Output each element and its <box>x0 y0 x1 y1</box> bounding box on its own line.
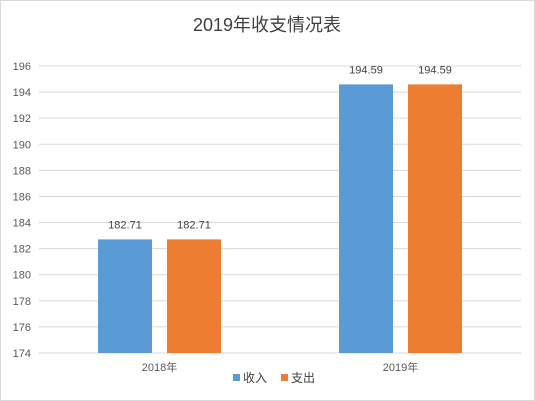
y-tick-label: 184 <box>13 218 31 230</box>
bar-支出-2018年 <box>167 239 221 353</box>
legend-swatch-支出 <box>281 374 288 381</box>
bars <box>98 84 462 353</box>
data-label: 182.71 <box>108 219 142 231</box>
y-tick-label: 180 <box>13 270 31 282</box>
data-label: 182.71 <box>177 219 211 231</box>
legend-swatch-收入 <box>233 374 240 381</box>
y-tick-label: 188 <box>13 165 31 177</box>
y-tick-label: 186 <box>13 191 31 203</box>
y-tick-label: 196 <box>13 61 31 73</box>
bar-收入-2019年 <box>339 84 393 353</box>
data-labels: 182.71 182.71 194.59 194.59 <box>108 64 452 231</box>
y-tick-label: 174 <box>13 348 31 360</box>
bar-收入-2018年 <box>98 239 152 353</box>
y-tick-label: 194 <box>13 87 31 99</box>
y-tick-label: 192 <box>13 113 31 125</box>
y-tick-label: 176 <box>13 322 31 334</box>
y-tick-label: 178 <box>13 296 31 308</box>
legend-label-支出: 支出 <box>291 371 315 385</box>
y-tick-label: 182 <box>13 244 31 256</box>
chart-title: 2019年收支情况表 <box>193 15 341 35</box>
data-label: 194.59 <box>418 64 452 76</box>
x-tick-label: 2018年 <box>142 360 177 374</box>
y-axis-tick-labels: 174 176 178 180 182 184 186 188 190 192 194 196 <box>13 61 31 360</box>
legend: 收入 支出 <box>233 371 315 385</box>
x-axis-tick-labels: 2018年 2019年 <box>142 360 418 374</box>
bar-支出-2019年 <box>408 84 462 353</box>
legend-label-收入: 收入 <box>243 371 267 385</box>
x-tick-label: 2019年 <box>383 360 418 374</box>
data-label: 194.59 <box>349 64 383 76</box>
y-tick-label: 190 <box>13 139 31 151</box>
